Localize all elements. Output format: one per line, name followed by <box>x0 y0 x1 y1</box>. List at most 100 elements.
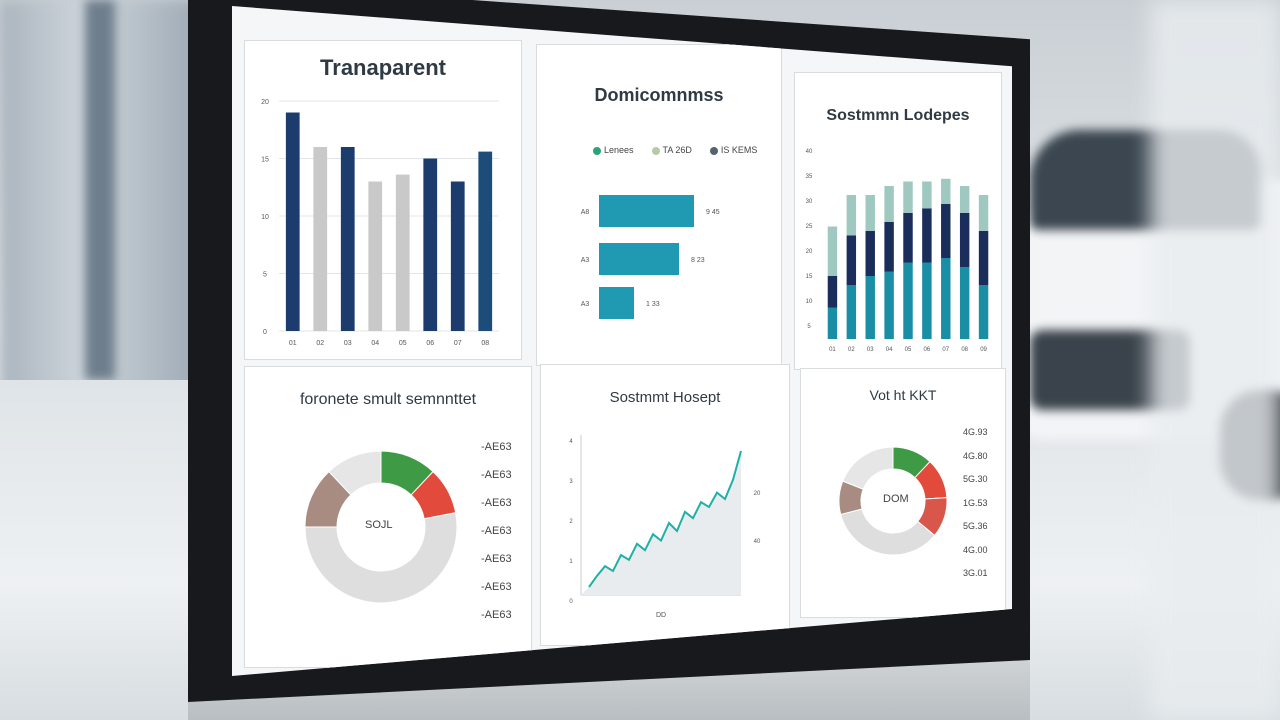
legend-item: 3G.01 <box>963 568 988 578</box>
panel-title: Tranaparent <box>320 55 446 80</box>
panel-bar-chart[interactable]: Tranaparent 20 15 10 5 0 01 02 03 04 05 06 07 08 <box>244 40 522 360</box>
legend-item: -AE63 <box>481 497 512 509</box>
panel-line-chart[interactable]: Sostmmt Hosept 4 3 2 1 0 20 40 DD <box>540 364 790 646</box>
panel-title: Sostmmn Lodepes <box>826 107 970 124</box>
background-glow <box>1150 0 1280 720</box>
x-tick-label: 02 <box>848 347 855 353</box>
bar-segment <box>884 186 894 222</box>
x-tick-label: 07 <box>942 347 949 353</box>
bar-segment <box>865 231 875 276</box>
bar <box>395 174 410 331</box>
bar-segment <box>978 195 989 231</box>
panel-donut-chart[interactable]: foronete smult semnnttet SOJL -AE63 -AE63… <box>244 366 532 668</box>
x-tick-label: 04 <box>886 347 893 353</box>
x-tick-label: 02 <box>316 340 324 347</box>
bar-segment <box>827 226 838 276</box>
bar-chart: 20 15 10 5 0 01 02 03 04 05 06 07 08 <box>261 99 499 347</box>
x-tick-label: 09 <box>980 347 987 353</box>
value-label: 8 23 <box>691 257 705 264</box>
legend-swatch <box>709 146 718 155</box>
donut-legend: 4G.93 4G.80 5G.30 1G.53 5G.36 4G.00 3G.01 <box>963 421 988 586</box>
x-tick-label: 06 <box>924 347 931 353</box>
area-fill <box>581 451 741 595</box>
bar-label: A8 <box>581 209 590 216</box>
legend-item: -AE63 <box>481 525 512 537</box>
y-tick-label: 0 <box>263 329 267 336</box>
bar-segment <box>846 285 857 339</box>
legend-item: 5G.36 <box>963 521 988 531</box>
panel-horizontal-bars[interactable]: Domicomnmss Lenees TA 26D IS KEMS A8 9 45… <box>536 44 782 366</box>
legend-item: TA 26D <box>651 145 692 155</box>
y-tick-label: 15 <box>806 274 813 280</box>
legend-item: 5G.30 <box>963 474 988 484</box>
bar-segment <box>959 267 970 339</box>
bar <box>285 112 300 331</box>
bar-label: A3 <box>581 301 590 308</box>
line-chart: 4 3 2 1 0 20 40 DD <box>569 435 761 619</box>
x-tick-label: 03 <box>344 340 352 347</box>
x-tick-label: 01 <box>289 340 297 347</box>
bar-segment <box>884 222 894 272</box>
donut-center-label: SOJL <box>365 519 393 531</box>
x-tick-label: 03 <box>867 347 874 353</box>
y-tick-label: 4 <box>569 439 573 445</box>
bar-segment <box>978 285 989 339</box>
y-tick-label: 2 <box>569 519 573 525</box>
y-tick-label: 10 <box>261 214 269 221</box>
dashboard-screen: Tranaparent 20 15 10 5 0 01 02 03 04 05 06 07 08 Dom… <box>232 6 1012 676</box>
y-tick-label: 5 <box>807 324 811 330</box>
bar <box>313 147 328 331</box>
bar-segment <box>959 213 970 267</box>
bar-segment <box>827 307 838 339</box>
bar-segment <box>922 208 932 263</box>
y-tick-label: 0 <box>569 599 573 605</box>
panel-title: Vot ht KKT <box>869 387 937 403</box>
donut-slice <box>304 512 458 604</box>
x-tick-label: 05 <box>399 340 407 347</box>
x-tick-label: 07 <box>454 340 462 347</box>
y-tick-label: 3 <box>569 479 573 485</box>
bar-segment <box>903 213 913 263</box>
bar-label: A3 <box>581 257 590 264</box>
y-tick-label: 10 <box>806 299 813 305</box>
bar <box>478 151 493 331</box>
legend-item: -AE63 <box>481 581 512 593</box>
bar <box>599 195 694 227</box>
panel-title: Sostmmt Hosept <box>609 389 721 406</box>
panel-donut-chart-2[interactable]: Vot ht KKT DOM 4G.93 4G.80 5G.30 1G.53 5G.36… <box>800 368 1006 618</box>
bar-segment <box>827 276 838 308</box>
bar <box>340 147 355 331</box>
y-tick-label: 40 <box>806 149 813 155</box>
bar <box>599 287 634 319</box>
y-tick-label: 1 <box>569 559 573 565</box>
legend-item: 4G.93 <box>963 427 988 437</box>
bar-segment <box>978 231 989 285</box>
legend-item: -AE63 <box>481 441 512 453</box>
panel-title: Domicomnmss <box>594 85 724 105</box>
y-tick-label: 5 <box>263 272 267 279</box>
bar-segment <box>865 195 875 231</box>
legend-item: Lenees <box>593 145 634 155</box>
bar <box>450 181 465 331</box>
bar <box>423 158 438 331</box>
panel-stacked-bars[interactable]: Sostmmn Lodepes 40 35 30 25 20 15 10 5 01 02 03 04 0… <box>794 72 1002 370</box>
legend-item: -AE63 <box>481 469 512 481</box>
bar-segment <box>865 276 875 339</box>
donut-center-label: DOM <box>883 493 909 505</box>
y-tick-label: 20 <box>806 249 813 255</box>
donut-slice <box>328 450 382 496</box>
bar <box>599 243 679 275</box>
x-tick-label: 04 <box>371 340 379 347</box>
legend-item: 4G.00 <box>963 544 988 555</box>
legend-swatch <box>593 146 601 155</box>
donut-slice <box>840 508 936 556</box>
x-tick-label: 08 <box>961 347 968 353</box>
x-tick-label: 08 <box>481 340 489 347</box>
bar-segment <box>922 262 932 339</box>
legend-item: -AE63 <box>481 609 512 621</box>
x-tick-label: 05 <box>905 347 912 353</box>
y-tick-label: 20 <box>261 99 269 106</box>
donut-slice <box>842 446 894 490</box>
right-label: 40 <box>754 539 761 545</box>
bar-segment <box>846 235 857 285</box>
